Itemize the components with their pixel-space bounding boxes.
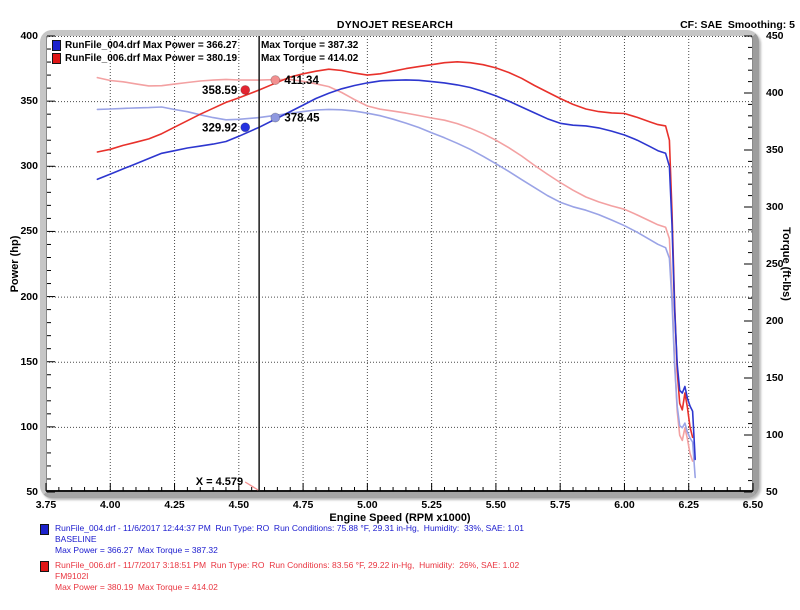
plot-area[interactable]: X = 4.579 358.59 411.34 329.92 378.45 xyxy=(45,35,754,493)
cursor-value-label: 378.45 xyxy=(284,113,320,125)
torque-axis-tick-label: 300 xyxy=(766,201,784,213)
cursor-value-label: 329.92 xyxy=(202,122,237,134)
cursor-marker-torque xyxy=(270,112,281,123)
torque-axis-tick-label: 200 xyxy=(766,315,784,327)
legend-row-1: RunFile_004.drf Max Power = 366.27 Max To… xyxy=(52,39,358,52)
x-axis-tick-label: 6.50 xyxy=(742,499,764,511)
power-axis-tick-label: 150 xyxy=(20,355,38,368)
power-curve-run-006 xyxy=(96,60,694,439)
legend-max-torque: Max Torque = 414.02 xyxy=(261,53,359,64)
power-axis-title: Power (hp) xyxy=(9,235,21,293)
torque-axis-tick-label: 250 xyxy=(766,258,784,270)
x-axis-tick-label: 5.50 xyxy=(485,499,507,511)
cursor-marker-torque xyxy=(270,75,281,85)
power-axis-tick-label: 250 xyxy=(20,225,38,238)
x-axis-tick-label: 4.25 xyxy=(164,499,185,511)
torque-axis-title: Torque (ft-lbs) xyxy=(780,227,792,301)
torque-axis-tick-label: 50 xyxy=(766,486,778,498)
run-info-footer: RunFile_004.drf - 11/6/2017 12:44:37 PM … xyxy=(40,523,524,597)
x-axis-tick-label: 4.75 xyxy=(292,499,314,511)
legend-row-2: RunFile_006.drf Max Power = 380.19 Max To… xyxy=(52,52,358,65)
power-axis-tick-label: 200 xyxy=(20,290,38,303)
plot-frame xyxy=(40,30,759,498)
x-axis-tick-label: 5.75 xyxy=(549,499,571,511)
torque-curve-run-006 xyxy=(96,76,694,462)
power-axis-tick-label: 400 xyxy=(20,30,38,42)
legend-swatch xyxy=(52,53,61,64)
x-axis-tick-label: 6.25 xyxy=(678,499,699,511)
run-info-line3: Max Power = 380.19 Max Torque = 414.02 xyxy=(55,582,218,592)
correction-smoothing-label: CF: SAE Smoothing: 5 xyxy=(680,19,795,31)
run-info-swatch xyxy=(40,561,49,572)
cursor-marker-power xyxy=(240,122,251,133)
legend-max-torque: Max Torque = 387.32 xyxy=(261,40,359,51)
x-axis-tick-label: 6.00 xyxy=(614,499,635,511)
cursor-leader-line xyxy=(244,481,259,491)
torque-axis-tick-label: 400 xyxy=(766,87,784,99)
cursor-marker-power xyxy=(240,85,251,95)
power-axis-tick-label: 100 xyxy=(20,420,38,433)
run-info-row-1: RunFile_004.drf - 11/6/2017 12:44:37 PM … xyxy=(40,523,524,556)
power-curve-run-004 xyxy=(96,79,697,461)
x-axis-tick-label: 4.00 xyxy=(100,499,121,511)
legend-file-and-max-power: RunFile_004.drf Max Power = 366.27 xyxy=(65,40,238,51)
power-axis-tick-label: 350 xyxy=(20,95,38,108)
legend-file-and-max-power: RunFile_006.drf Max Power = 380.19 xyxy=(65,53,238,64)
legend-swatch xyxy=(52,40,61,51)
x-axis-tick-label: 3.75 xyxy=(35,499,57,511)
run-info-line2: FM9102I xyxy=(55,571,89,581)
x-axis-title: Engine Speed (RPM x1000) xyxy=(329,512,471,524)
power-axis-tick-label: 300 xyxy=(20,160,38,173)
plot-svg: X = 4.579 358.59 411.34 329.92 378.45 xyxy=(45,35,754,493)
power-axis-tick-label: 50 xyxy=(26,486,38,498)
torque-axis-tick-label: 350 xyxy=(766,144,784,156)
run-info-line3: Max Power = 366.27 Max Torque = 387.32 xyxy=(55,545,218,555)
legend: RunFile_004.drf Max Power = 366.27 Max To… xyxy=(52,39,358,65)
run-info-swatch xyxy=(40,524,49,535)
run-info-line1: RunFile_004.drf - 11/6/2017 12:44:37 PM … xyxy=(55,523,524,533)
torque-axis-tick-label: 450 xyxy=(766,30,784,42)
cursor-value-label: 411.34 xyxy=(284,75,319,87)
run-info-row-2: RunFile_006.drf - 11/7/2017 3:18:51 PM R… xyxy=(40,560,524,593)
torque-curve-run-004 xyxy=(96,106,697,479)
run-info-line1: RunFile_006.drf - 11/7/2017 3:18:51 PM R… xyxy=(55,560,520,570)
torque-axis-tick-label: 100 xyxy=(766,429,784,441)
cursor-value-label: 358.59 xyxy=(202,85,237,97)
x-axis-tick-label: 5.00 xyxy=(357,499,378,511)
page-title: DYNOJET RESEARCH xyxy=(336,19,454,31)
cursor-x-label: X = 4.579 xyxy=(196,476,243,488)
x-axis-tick-label: 5.25 xyxy=(421,499,442,511)
x-axis-tick-label: 4.50 xyxy=(228,499,250,511)
torque-axis-tick-label: 150 xyxy=(766,372,784,384)
run-info-line2: BASELINE xyxy=(55,534,97,544)
